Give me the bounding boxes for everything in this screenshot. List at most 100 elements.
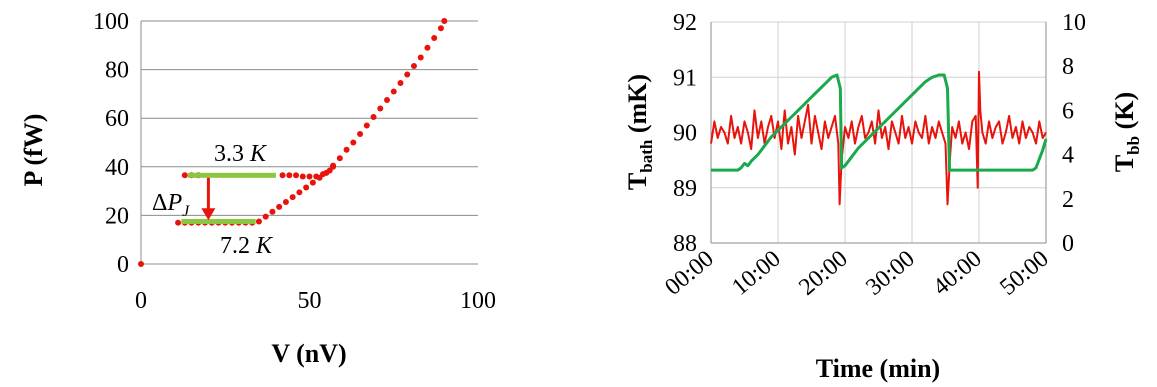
pv-point-red: [431, 35, 438, 42]
temp-left-tick-label: 92: [673, 10, 697, 36]
pv-point-green: [194, 172, 202, 178]
pv-point-red: [336, 155, 343, 162]
tbb-line: [711, 73, 1048, 172]
pv-y-tick-label: 40: [105, 155, 129, 181]
pv-point-green: [235, 172, 243, 178]
temp-right-tick-label: 4: [1062, 143, 1074, 169]
pv-point-green: [241, 218, 249, 224]
pv-point-green: [268, 172, 276, 178]
temp-right-tick-label: 6: [1062, 98, 1074, 124]
temp-x-tick-label: 30:00: [861, 246, 920, 301]
temp-right-axis-title: Tbb (K): [1110, 92, 1143, 172]
pv-point-red: [306, 173, 313, 180]
pv-point-red: [363, 122, 370, 129]
pv-points: [138, 18, 448, 267]
pv-x-tick-label: 0: [135, 288, 147, 314]
temp-x-tick-label: 10:00: [727, 246, 786, 301]
pv-point-green: [228, 172, 236, 178]
pv-point-red: [350, 139, 357, 146]
pv-point-red: [397, 79, 404, 86]
pv-point-green: [255, 172, 263, 178]
pv-point-red: [299, 173, 306, 180]
pv-point-red: [384, 96, 391, 103]
pv-point-green: [181, 218, 189, 224]
pv-point-green: [215, 218, 223, 224]
pv-point-green: [221, 172, 229, 178]
temp-lines: [710, 70, 1048, 206]
temp-gridlines: [711, 21, 1046, 243]
temp-left-tick-label: 91: [673, 65, 697, 91]
pv-point-green: [248, 218, 256, 224]
temp-left-tick-label: 90: [673, 121, 697, 147]
pv-point-red: [390, 88, 397, 95]
pv-point-green: [208, 218, 216, 224]
pv-point-red: [279, 172, 286, 179]
pv-point-red: [289, 194, 296, 201]
temp-x-axis-title: Time (min): [816, 354, 940, 383]
pv-point-red: [441, 18, 448, 24]
pv-point-red: [377, 105, 384, 112]
pv-point-red: [181, 172, 188, 179]
pv-point-green: [215, 172, 223, 178]
pv-axes: [140, 21, 478, 265]
pv-point-green: [235, 218, 243, 224]
pv-point-red: [303, 184, 310, 191]
pv-point-red: [370, 113, 377, 120]
pv-x-tick-label: 100: [460, 288, 496, 314]
pv-y-tick-label: 100: [93, 9, 129, 35]
temp-left-axis-title: Tbath (mK): [623, 74, 656, 190]
pv-point-green: [228, 218, 236, 224]
pv-point-red: [269, 208, 276, 215]
pv-point-red: [357, 130, 364, 137]
label-7-2-k: 7.2 K: [220, 233, 274, 259]
pv-point-green: [188, 218, 196, 224]
pv-point-red: [424, 44, 431, 51]
pv-point-red: [293, 172, 300, 179]
temp-left-tick-label: 89: [673, 176, 697, 202]
label-delta-pj: ΔPJ: [152, 190, 190, 220]
pv-point-green: [248, 172, 256, 178]
pv-point-red: [437, 25, 444, 32]
label-3-3-k: 3.3 K: [214, 141, 268, 167]
tbath-line: [710, 70, 1047, 206]
temp-x-tick-label: 50:00: [995, 246, 1054, 301]
pv-point-red: [343, 146, 350, 153]
pv-point-green: [241, 172, 249, 178]
temp-right-tick-label: 8: [1062, 54, 1074, 80]
pv-point-green: [208, 172, 216, 178]
pv-y-tick-label: 20: [105, 203, 129, 229]
pv-point-red: [417, 54, 424, 61]
temp-x-tick-label: 40:00: [928, 246, 987, 301]
pv-point-red: [286, 172, 293, 179]
pv-point-red: [296, 189, 303, 196]
pv-y-tick-label: 0: [117, 252, 129, 278]
temp-x-tick-label: 20:00: [794, 246, 853, 301]
pv-point-red: [276, 203, 283, 210]
pv-point-green: [201, 172, 209, 178]
pv-point-red: [282, 199, 289, 206]
pv-point-red: [138, 261, 144, 267]
temp-right-tick-label: 0: [1062, 231, 1074, 257]
pv-point-red: [404, 71, 411, 78]
pv-annotations: 3.3 K 7.2 K ΔPJ: [152, 141, 274, 259]
pv-y-tick-label: 60: [105, 106, 129, 132]
pv-chart: 0 20 40 60 80 100 0 50 100 3.3 K 7.2 K ΔPJ V (nV…: [19, 9, 496, 368]
pv-point-green: [188, 172, 196, 178]
pv-point-green: [201, 218, 209, 224]
pv-point-green: [221, 218, 229, 224]
pv-x-axis-title: V (nV): [271, 339, 346, 368]
pv-point-red: [313, 173, 320, 180]
temp-right-tick-label: 10: [1062, 10, 1086, 36]
pv-y-axis-title: P (fW): [19, 114, 48, 187]
pv-x-tick-label: 50: [298, 288, 322, 314]
pv-point-red: [175, 219, 182, 226]
pv-point-red: [309, 179, 316, 186]
pv-point-red: [262, 213, 269, 220]
pv-point-green: [194, 218, 202, 224]
pv-gridlines: [141, 20, 478, 216]
pv-y-tick-label: 80: [105, 58, 129, 84]
pv-point-red: [330, 163, 337, 170]
